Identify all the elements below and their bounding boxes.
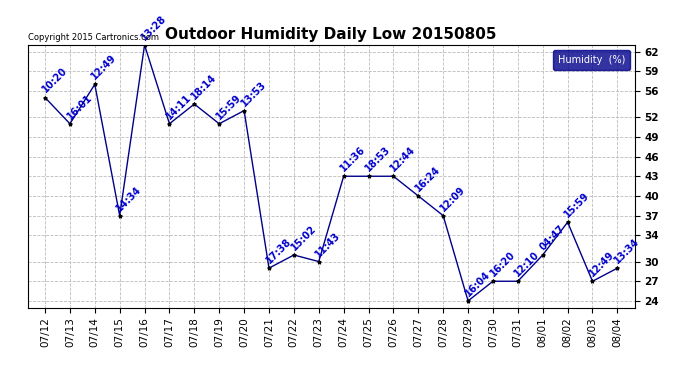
Text: 13:34: 13:34 xyxy=(612,237,641,266)
Text: 16:04: 16:04 xyxy=(463,269,492,298)
Text: 12:44: 12:44 xyxy=(388,145,417,174)
Text: 15:02: 15:02 xyxy=(289,224,318,252)
Point xyxy=(538,252,549,258)
Text: 15:59: 15:59 xyxy=(562,190,591,220)
Text: 14:11: 14:11 xyxy=(164,92,193,121)
Text: 04:47: 04:47 xyxy=(538,224,566,252)
Point xyxy=(462,298,473,304)
Point xyxy=(214,121,225,127)
Title: Outdoor Humidity Daily Low 20150805: Outdoor Humidity Daily Low 20150805 xyxy=(166,27,497,42)
Text: 12:49: 12:49 xyxy=(90,53,119,82)
Text: 10:20: 10:20 xyxy=(40,66,69,95)
Text: 13:53: 13:53 xyxy=(239,79,268,108)
Point xyxy=(239,108,250,114)
Legend: Humidity  (%): Humidity (%) xyxy=(553,50,630,70)
Text: 16:01: 16:01 xyxy=(65,92,94,121)
Point xyxy=(338,173,349,179)
Text: 12:09: 12:09 xyxy=(438,184,467,213)
Text: 15:59: 15:59 xyxy=(214,92,243,121)
Point xyxy=(89,81,100,87)
Text: 12:49: 12:49 xyxy=(587,250,616,279)
Point xyxy=(288,252,299,258)
Point xyxy=(487,278,498,284)
Point xyxy=(363,173,374,179)
Point xyxy=(437,213,448,219)
Point xyxy=(313,259,324,265)
Text: 18:14: 18:14 xyxy=(189,72,218,102)
Point xyxy=(264,265,275,271)
Text: 11:43: 11:43 xyxy=(314,230,343,259)
Text: 17:38: 17:38 xyxy=(264,236,293,266)
Text: Copyright 2015 Cartronics.com: Copyright 2015 Cartronics.com xyxy=(28,33,159,42)
Point xyxy=(413,193,424,199)
Text: 18:53: 18:53 xyxy=(364,144,393,174)
Point xyxy=(512,278,523,284)
Text: 16:24: 16:24 xyxy=(413,164,442,194)
Point xyxy=(189,101,200,107)
Point xyxy=(39,94,50,100)
Text: 13:28: 13:28 xyxy=(139,13,168,42)
Point xyxy=(562,219,573,225)
Text: 11:36: 11:36 xyxy=(339,145,368,174)
Point xyxy=(612,265,623,271)
Point xyxy=(587,278,598,284)
Text: 16:20: 16:20 xyxy=(488,250,517,279)
Text: 14:34: 14:34 xyxy=(115,184,144,213)
Text: 12:10: 12:10 xyxy=(513,250,542,279)
Point xyxy=(114,213,125,219)
Point xyxy=(164,121,175,127)
Point xyxy=(64,121,75,127)
Point xyxy=(388,173,399,179)
Point xyxy=(139,42,150,48)
